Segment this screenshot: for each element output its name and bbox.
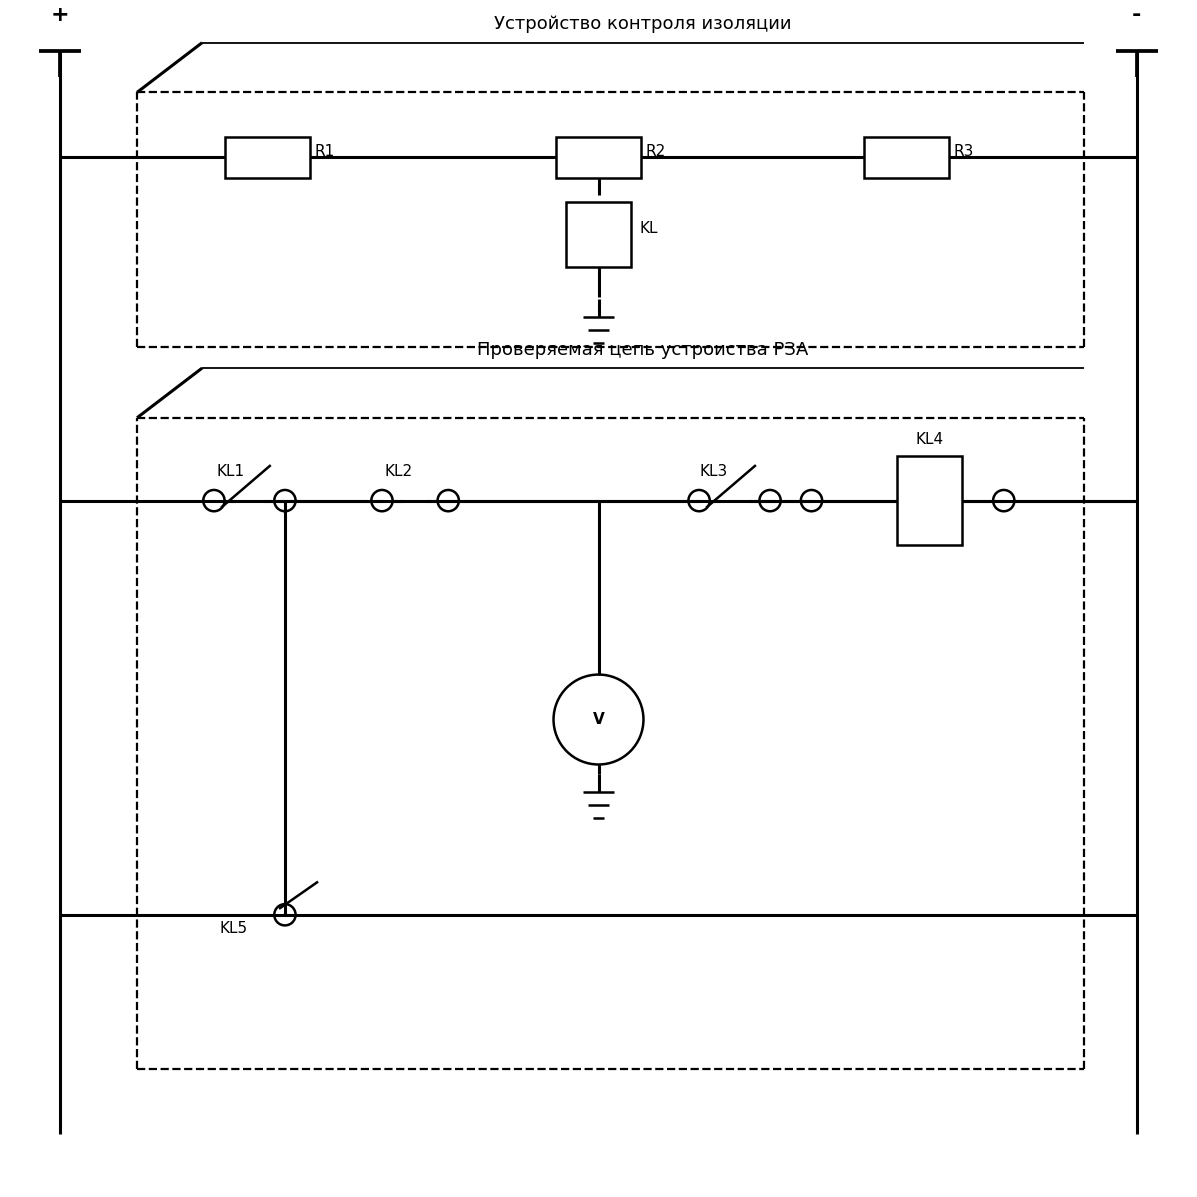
Text: Проверяемая цепь устроиства РЗА: Проверяемая цепь устроиства РЗА	[478, 341, 808, 359]
Text: KL5: KL5	[220, 920, 248, 936]
Text: KL2: KL2	[384, 464, 413, 479]
Text: Устройство контроля изоляции: Устройство контроля изоляции	[494, 16, 791, 34]
Text: R1: R1	[315, 144, 335, 159]
Bar	[225, 138, 310, 177]
Text: KL: KL	[640, 221, 658, 236]
Text: -: -	[1132, 6, 1142, 25]
Bar	[898, 456, 962, 545]
Text: KL1: KL1	[217, 464, 244, 479]
Text: KL3: KL3	[699, 464, 728, 479]
Text: V: V	[593, 712, 604, 727]
Text: KL4: KL4	[916, 432, 944, 446]
Bar	[555, 138, 642, 177]
Text: R3: R3	[954, 144, 974, 159]
Text: R2: R2	[646, 144, 666, 159]
Text: +: +	[50, 6, 69, 25]
Bar	[566, 202, 631, 267]
Bar	[863, 138, 949, 177]
